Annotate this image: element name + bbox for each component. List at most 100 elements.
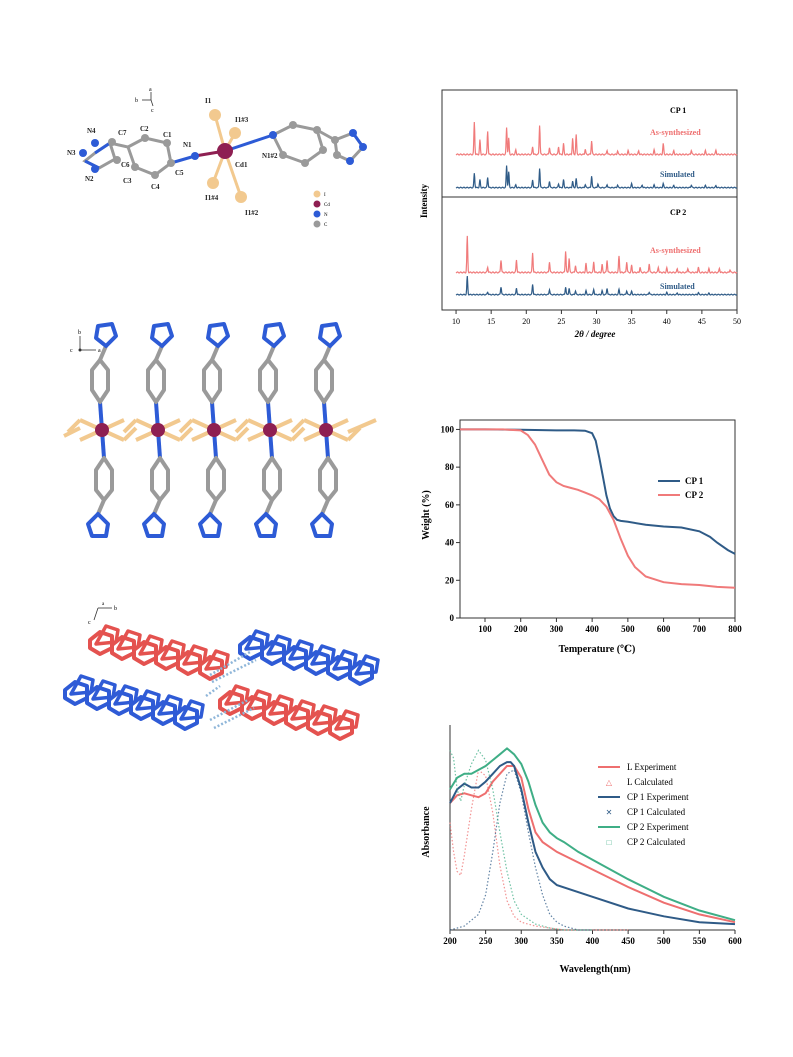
packing-hbond — [213, 706, 255, 730]
packing-hbond — [211, 658, 257, 684]
chain-iodide-end — [347, 418, 377, 434]
chain-iodide-bridge — [122, 426, 138, 442]
chain-triazole-ring — [206, 322, 230, 348]
chain-link-bond — [210, 345, 220, 361]
chain-link-bond — [98, 345, 108, 361]
chain-pyridine-ring — [206, 456, 226, 502]
uvvis-series-line — [449, 765, 736, 924]
atom-i1-3 — [229, 127, 241, 139]
packing-ring — [310, 644, 336, 666]
packing-ring — [160, 639, 186, 661]
pxrd-x-tick-label: 30 — [593, 317, 601, 326]
pxrd-chart-svg: Intensity 2θ / degree CP 1 As-synthesize… — [419, 89, 741, 339]
chain-pyridine-ring — [258, 358, 278, 404]
packing-ring — [268, 694, 294, 716]
packing-ring — [138, 634, 164, 656]
pxrd-y-axis-label: Intensity — [419, 184, 429, 219]
chain-triazole-ring — [310, 512, 334, 538]
atom-i1 — [209, 109, 221, 121]
chain-cd-atom — [263, 423, 277, 437]
tga-y-tick-label: 40 — [445, 538, 455, 548]
chain-pyridine-ring — [90, 358, 110, 404]
uvvis-legend-label: L Experiment — [627, 762, 677, 772]
pxrd-pattern-line — [455, 275, 738, 296]
atom-c4 — [151, 171, 159, 179]
chain-structure-svg: b c a — [63, 322, 377, 538]
label-i1-3: I1#3 — [235, 116, 249, 124]
pxrd-panel1-series2-label: Simulated — [660, 170, 695, 179]
tga-chart-svg: Weight (%) Temperature (℃) 100 200 300 400 5… — [421, 419, 742, 655]
legend-c: C — [324, 223, 328, 228]
chain-triazole-ring — [318, 322, 342, 348]
chain-cd-atom — [151, 423, 165, 437]
axis-c-label: c — [88, 620, 91, 626]
uvvis-legend-label: CP 1 Experiment — [627, 792, 689, 802]
chain-pyridine-ring — [318, 456, 338, 502]
tga-y-axis-label: Weight (%) — [421, 490, 432, 540]
atom-i1-4 — [207, 177, 219, 189]
label-c3: C3 — [123, 177, 132, 185]
uvvis-chart-svg: Absorbance Wavelength(nm) 200 250 300 350 40… — [421, 725, 742, 975]
tga-chart: Weight (%) Temperature (℃) 100 200 300 400 5… — [415, 415, 750, 655]
packing-hbond — [205, 684, 221, 698]
chain-pyridine-ring — [146, 358, 166, 404]
tga-x-tick-label: 200 — [514, 624, 528, 634]
atom-n1 — [191, 152, 199, 160]
atom-n3 — [79, 149, 87, 157]
tga-frame — [459, 419, 736, 619]
element-legend: I Cd N C — [313, 190, 330, 228]
chain-iodide-bridge — [234, 426, 250, 442]
chain-link-bond — [154, 345, 164, 361]
legend-cd: Cd — [324, 203, 330, 208]
pxrd-panel2-series2-label: Simulated — [660, 282, 695, 291]
legend-n: N — [324, 213, 328, 218]
label-cd1: Cd1 — [235, 161, 248, 169]
axis-a-label: a — [149, 87, 152, 93]
axis-a-label: a — [102, 602, 105, 607]
chain-cd-atom — [319, 423, 333, 437]
uvvis-x-tick-label: 200 — [443, 936, 457, 946]
packing-ring — [198, 655, 224, 681]
packing-ring — [328, 715, 354, 741]
chain-link-bond — [322, 345, 332, 361]
uvvis-x-tick-label: 400 — [586, 936, 600, 946]
axis-b-label: b — [78, 330, 81, 336]
tga-x-tick-label: 600 — [657, 624, 671, 634]
uvvis-y-axis-label: Absorbance — [421, 806, 432, 858]
atom-cd1 — [217, 143, 233, 159]
uvvis-x-tick-label: 250 — [479, 936, 493, 946]
chain-pyridine-ring — [94, 456, 114, 502]
chain-iodide-end — [63, 426, 81, 438]
atom-n2 — [91, 165, 99, 173]
atom-c3 — [131, 163, 139, 171]
packing-ring — [182, 644, 208, 666]
chain-iodide-bridge — [122, 418, 138, 434]
packing-ring — [224, 684, 250, 706]
chain-link-bond — [320, 499, 330, 515]
chain-triazole-ring — [150, 322, 174, 348]
legend-i: I — [324, 193, 326, 198]
chain-triazole-ring — [86, 512, 110, 538]
tga-y-tick-label: 100 — [441, 424, 455, 434]
pxrd-pattern-line — [455, 235, 738, 274]
uvvis-legend-label: L Calculated — [627, 777, 673, 787]
tga-y-tick-label: 0 — [450, 613, 455, 623]
chain-triazole-ring — [94, 322, 118, 348]
pxrd-x-tick-label: 35 — [628, 317, 636, 326]
pxrd-panel1-series1-label: As-synthesized — [650, 128, 701, 137]
uvvis-x-axis-label: Wavelength(nm) — [559, 964, 630, 975]
label-c2: C2 — [140, 125, 149, 133]
axis-b-label: b — [114, 606, 117, 612]
chain-pyridine-ring — [202, 358, 222, 404]
packing-ring — [157, 694, 183, 716]
uvvis-legend-marker: ✕ — [606, 808, 613, 817]
packing-ring — [246, 689, 272, 711]
packing-ring — [116, 629, 142, 651]
coordination-structure-svg: a b c — [67, 87, 367, 228]
chain-structure: b c a — [60, 310, 390, 555]
pxrd-pattern-line — [455, 165, 738, 189]
pxrd-chart: Intensity 2θ / degree CP 1 As-synthesize… — [415, 85, 750, 345]
packing-ring — [354, 654, 380, 676]
atom-c5 — [167, 159, 175, 167]
packing-ring — [94, 624, 120, 646]
